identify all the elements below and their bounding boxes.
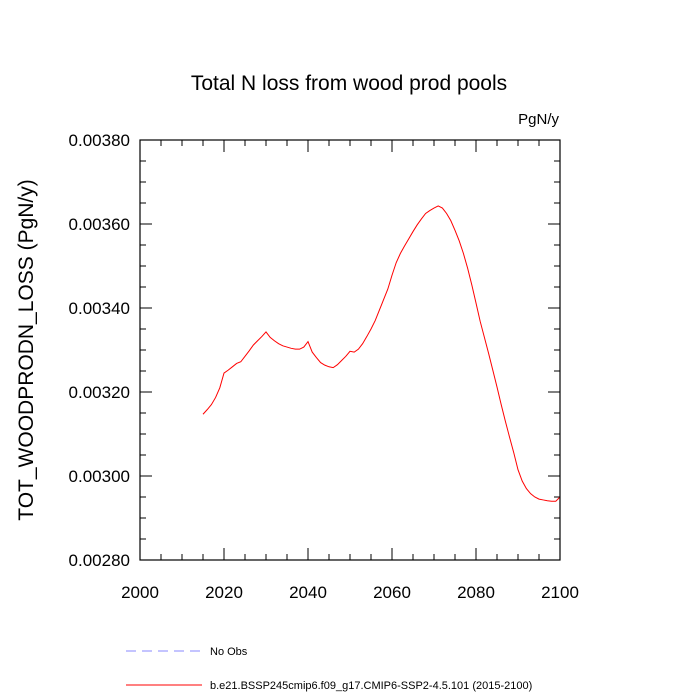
legend-label-main-series: b.e21.BSSP245cmip6.f09_g17.CMIP6-SSP2-4.… [210,680,532,692]
chart-title: Total N loss from wood prod pools [191,72,507,95]
x-tick-label: 2100 [541,583,579,602]
y-tick-label: 0.00280 [69,551,130,570]
x-tick-label: 2060 [373,583,411,602]
y-tick-label: 0.00340 [69,299,130,318]
y-tick-label: 0.00320 [69,383,130,402]
y-tick-label: 0.00360 [69,215,130,234]
axis-ticks [139,139,561,561]
series-line-0 [202,205,561,502]
plot-frame [139,139,561,561]
units-label: PgN/y [518,111,559,128]
y-tick-label: 0.00300 [69,467,130,486]
legend-label-no-obs: No Obs [210,646,248,658]
legend: No Obs b.e21.BSSP245cmip6.f09_g17.CMIP6-… [126,646,532,692]
y-axis-label: TOT_WOODPRODN_LOSS (PgN/y) [15,179,38,521]
series-layer [202,205,561,502]
tick-labels: 2000 2020 2040 2060 2080 2100 0.00280 0.00300 0.… [69,131,579,602]
x-tick-label: 2080 [457,583,495,602]
x-tick-label: 2020 [205,583,243,602]
x-tick-label: 2040 [289,583,327,602]
x-tick-label: 2000 [121,583,159,602]
y-tick-label: 0.00380 [69,131,130,150]
